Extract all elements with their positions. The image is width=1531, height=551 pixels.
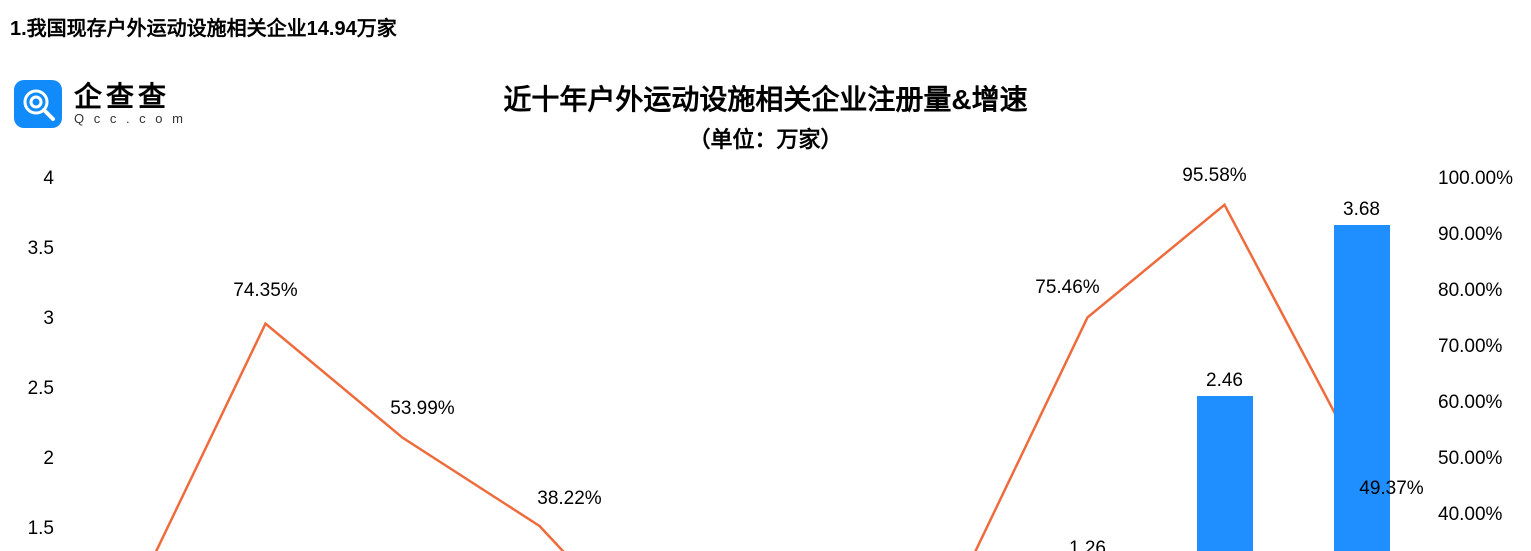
bar-value-label: 1.26 — [1048, 538, 1128, 551]
y2-tick-label: 100.00% — [1438, 168, 1531, 190]
y2-tick-label: 70.00% — [1438, 336, 1531, 358]
growth-line-path — [129, 205, 1362, 551]
bar-value-label: 3.68 — [1322, 199, 1402, 221]
y1-tick-label: 3 — [6, 308, 54, 330]
bar — [1334, 225, 1390, 551]
bar-value-label: 2.46 — [1185, 370, 1265, 392]
line-value-label: 95.58% — [1160, 165, 1270, 187]
chart-title: 近十年户外运动设施相关企业注册量&增速 （单位：万家） — [0, 78, 1531, 154]
line-value-label: 38.22% — [515, 488, 625, 510]
chart-title-line1: 近十年户外运动设施相关企业注册量&增速 — [0, 78, 1531, 118]
y1-tick-label: 2 — [6, 448, 54, 470]
line-value-label: 49.37% — [1337, 478, 1447, 500]
plot-area: 1.262.463.6823.42%74.35%53.99%38.22%24.4… — [60, 170, 1430, 551]
combo-chart: 1.262.463.6823.42%74.35%53.99%38.22%24.4… — [0, 170, 1531, 551]
y2-tick-label: 50.00% — [1438, 448, 1531, 470]
page-heading: 1.我国现存户外运动设施相关企业14.94万家 — [10, 12, 397, 41]
y1-tick-label: 2.5 — [6, 378, 54, 400]
y2-tick-label: 40.00% — [1438, 504, 1531, 526]
line-value-label: 53.99% — [368, 398, 478, 420]
y1-tick-label: 3.5 — [6, 238, 54, 260]
y2-tick-label: 90.00% — [1438, 224, 1531, 246]
line-value-label: 74.35% — [211, 280, 321, 302]
y2-tick-label: 80.00% — [1438, 280, 1531, 302]
chart-title-line2: （单位：万家） — [0, 122, 1531, 154]
line-value-label: 75.46% — [1013, 277, 1123, 299]
y1-tick-label: 4 — [6, 168, 54, 190]
bar — [1197, 396, 1253, 551]
y1-tick-label: 1.5 — [6, 518, 54, 540]
y2-tick-label: 60.00% — [1438, 392, 1531, 414]
